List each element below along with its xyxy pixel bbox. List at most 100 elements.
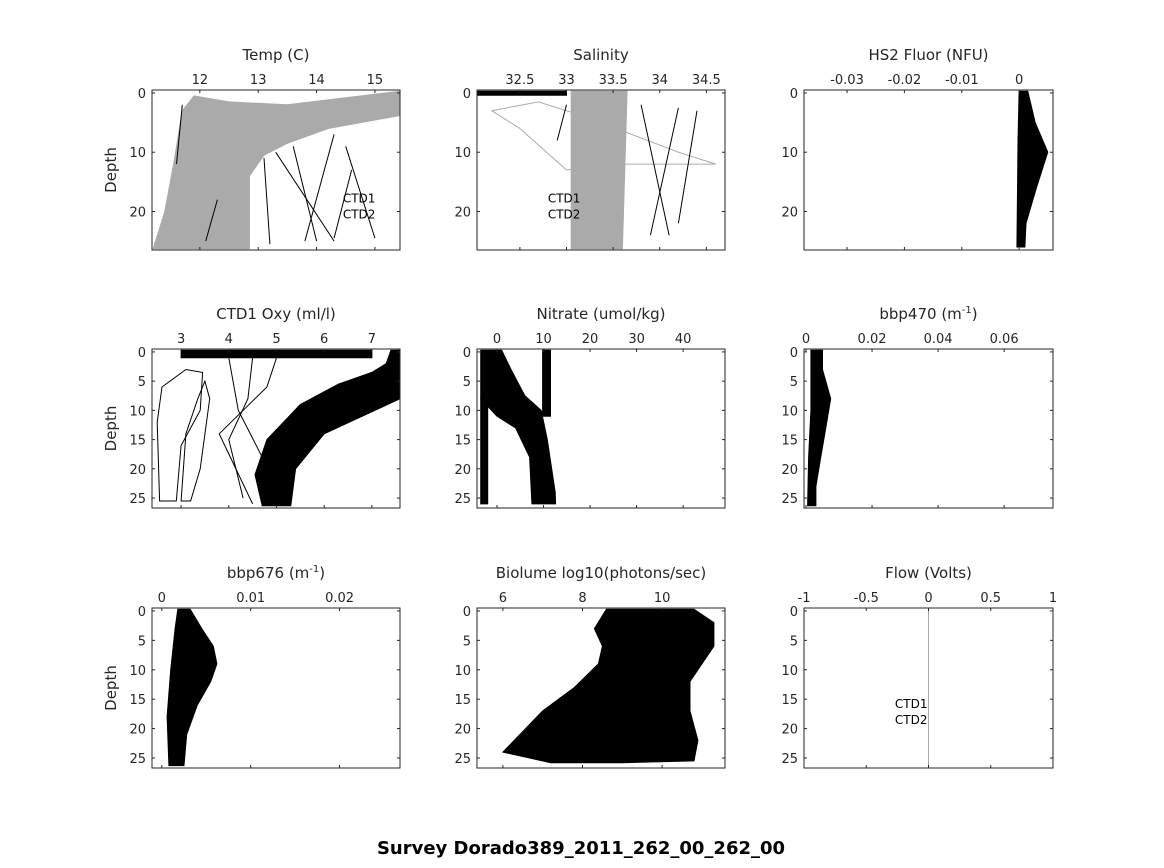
y-tick-label: 20 [454,205,471,220]
x-tick-label: 10 [654,591,671,606]
y-tick-label: 15 [454,693,471,708]
x-tick-label: 12 [192,73,209,88]
profile-outline-ctd2 [490,101,716,171]
subplot-title: Biolume log10(photons/sec) [496,564,707,582]
x-tick-label: 0 [493,332,501,347]
title-text: bbp470 (m [879,305,961,323]
data-cloud-ctd1 [180,349,373,359]
title-text: Biolume log10(photons/sec) [496,564,707,582]
x-tick-label: -0.01 [945,73,979,88]
data-cloud-ctd1 [166,608,218,767]
y-tick-label: 0 [138,87,146,102]
profile-line-ctd1 [275,151,335,242]
y-tick-label: 25 [454,752,471,767]
data-cloud-ctd1 [807,349,832,507]
plot-area [477,90,716,250]
figure-title: Survey Dorado389_2011_262_00_262_00 [377,838,785,859]
y-tick-label: 25 [129,752,146,767]
legend-entry-ctd1: CTD1 [548,192,581,206]
x-tick-label: 33 [558,73,575,88]
y-tick-label: 10 [781,146,798,161]
title-text: Temp (C) [242,46,310,64]
x-tick-label: 33.5 [599,73,628,88]
subplot-1: 32.5 33 33.5 34 34.5 0 10 20 Salinity CTD1 CTD2 [454,46,726,251]
x-tick-label: 32.5 [505,73,534,88]
data-cloud-ctd1 [254,349,400,507]
plot-area [166,608,218,767]
subplot-title: Salinity [573,46,629,64]
plot-area [156,349,400,507]
x-tick-label: 40 [675,332,692,347]
y-tick-label: 15 [129,434,146,449]
x-tick-label: 0.04 [924,332,953,347]
x-tick-label: 34.5 [692,73,721,88]
axes-box [476,607,726,769]
y-tick-label: 10 [454,664,471,679]
data-cloud-ctd1 [477,90,567,96]
x-tick-label: -0.5 [854,591,879,606]
x-tick-label: 6 [320,332,328,347]
y-tick-label: 5 [138,634,146,649]
x-tick-label: 0 [158,591,166,606]
subplot-title: bbp676 (m-1) [227,564,325,582]
y-tick-label: 0 [138,605,146,620]
profile-line-ctd1 [640,104,670,236]
title-text: bbp676 (m [227,564,309,582]
plot-area [152,90,400,250]
subplot-title: CTD1 Oxy (ml/l) [216,305,336,323]
y-tick-label: 10 [129,664,146,679]
y-tick-label: 5 [790,634,798,649]
y-tick-label: 20 [454,723,471,738]
x-tick-label: 7 [368,332,376,347]
y-tick-label: 0 [790,87,798,102]
y-tick-label: 25 [454,492,471,507]
y-tick-label: 0 [463,605,471,620]
y-tick-label: 25 [781,752,798,767]
y-tick-label: 10 [454,404,471,419]
x-tick-label: 14 [308,73,325,88]
subplot-title: Nitrate (umol/kg) [537,305,666,323]
title-text: CTD1 Oxy (ml/l) [216,305,336,323]
y-tick-label: 0 [138,346,146,361]
x-tick-label: 0.02 [858,332,887,347]
subplot-3: 3 4 5 6 7 0 5 10 15 20 25 CTD1 Oxy (ml/l) Depth [102,305,401,509]
data-cloud-ctd1 [480,349,557,505]
data-cloud-ctd1 [542,349,551,417]
profile-line-ctd1 [176,104,183,165]
y-tick-label: 5 [138,375,146,390]
x-tick-label: 0.5 [980,591,1001,606]
title-text: Salinity [573,46,629,64]
profile-line-ctd1 [263,158,271,245]
y-tick-label: 25 [129,492,146,507]
y-tick-label: 10 [781,404,798,419]
x-tick-label: 0 [1015,73,1023,88]
y-tick-label: 20 [129,205,146,220]
subplot-7: 6 8 10 0 5 10 15 20 25 Biolume log10(photons/sec) [454,564,726,769]
y-tick-label: 15 [454,434,471,449]
x-tick-label: 34 [651,73,668,88]
profile-line-ctd1 [677,110,698,224]
y-tick-label: 20 [129,463,146,478]
legend-entry-ctd1: CTD1 [895,697,928,711]
data-cloud-ctd1 [501,608,715,764]
subplot-0: 12 13 14 15 0 10 20 Temp (C) Depth CTD1 CTD2 [102,46,401,251]
y-tick-label: 10 [129,146,146,161]
axes-box [476,348,726,509]
legend-entry-ctd2: CTD2 [343,208,376,222]
profile-line-ctd1 [205,199,218,242]
title-text: Nitrate (umol/kg) [537,305,666,323]
legend-entry-ctd2: CTD2 [895,713,928,727]
plot-area [1016,90,1049,248]
profile-line-ctd1 [649,107,679,236]
axes-box [803,348,1054,509]
y-tick-label: 25 [781,492,798,507]
x-tick-label: 30 [628,332,645,347]
x-tick-label: -1 [798,591,811,606]
subplot-6: 0 0.01 0.02 0 5 10 15 20 25 bbp676 (m-1) Depth [102,564,401,769]
y-tick-label: 15 [781,434,798,449]
subplot-title: HS2 Fluor (NFU) [868,46,988,64]
y-axis-label: Depth [102,665,120,711]
x-tick-label: 1 [1049,591,1057,606]
y-tick-label: 5 [463,634,471,649]
